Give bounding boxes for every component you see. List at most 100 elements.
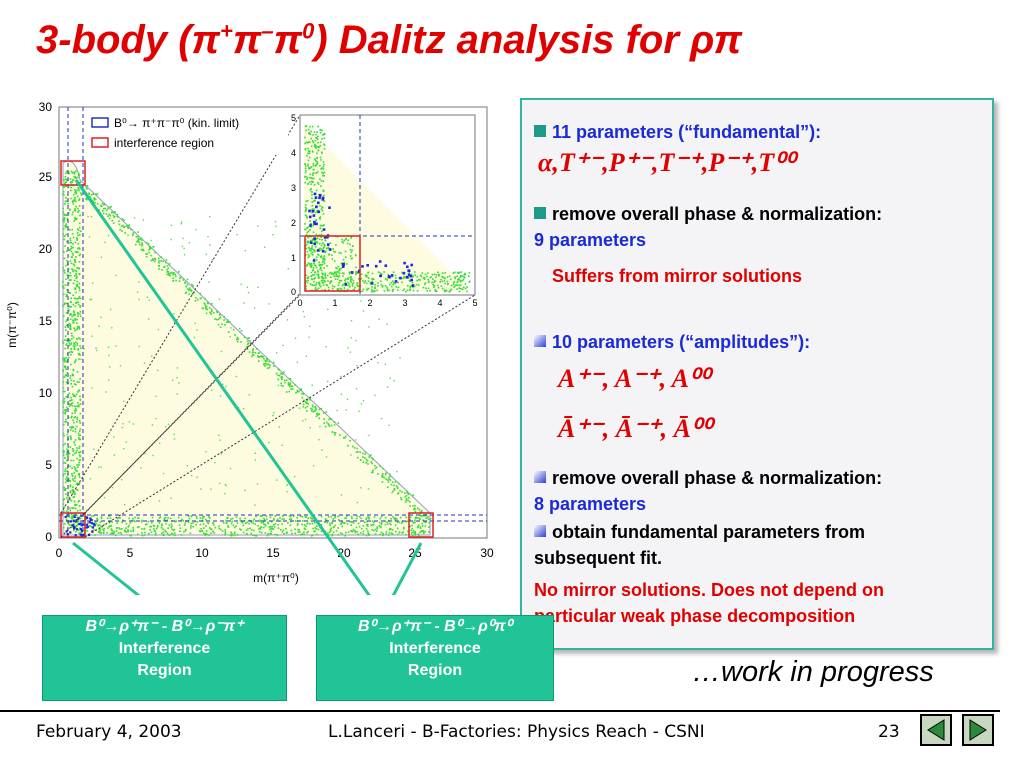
scatter-point xyxy=(73,515,76,518)
scatter-point xyxy=(416,290,419,292)
scatter-point xyxy=(286,319,289,321)
scatter-point xyxy=(323,163,325,166)
scatter-point xyxy=(146,253,148,255)
scatter-point xyxy=(148,299,150,301)
scatter-point xyxy=(72,203,75,205)
scatter-point xyxy=(79,297,82,300)
scatter-point xyxy=(305,287,307,290)
scatter-point xyxy=(78,500,80,502)
scatter-point xyxy=(193,291,196,294)
scatter-point xyxy=(356,447,358,450)
scatter-point xyxy=(295,520,297,522)
scatter-point xyxy=(188,289,190,292)
scatter-point xyxy=(77,228,79,230)
scatter-point xyxy=(63,238,66,241)
scatter-point xyxy=(139,238,142,240)
scatter-point xyxy=(314,277,316,279)
next-slide-button[interactable] xyxy=(962,714,994,746)
scatter-point xyxy=(386,288,389,290)
scatter-point xyxy=(304,176,306,178)
legend-swatch-blue xyxy=(91,117,109,128)
scatter-point xyxy=(172,529,175,532)
scatter-point xyxy=(412,505,414,507)
scatter-point xyxy=(321,196,325,200)
inset-x-tick: 5 xyxy=(472,298,477,308)
scatter-point xyxy=(306,217,308,219)
scatter-point xyxy=(281,376,283,378)
scatter-point xyxy=(286,531,288,534)
scatter-point xyxy=(137,231,139,233)
scatter-point xyxy=(113,212,115,214)
scatter-point xyxy=(313,131,316,133)
scatter-point xyxy=(309,181,311,183)
scatter-point xyxy=(446,276,449,278)
scatter-point xyxy=(305,243,308,246)
scatter-point xyxy=(304,228,307,231)
scatter-point xyxy=(424,273,427,276)
scatter-point xyxy=(299,389,301,391)
dalitz-plot: 30 25 20 15 10 5 0 0 5 10 15 20 25 30 m(… xyxy=(0,95,500,617)
scatter-point xyxy=(301,523,303,526)
scatter-point xyxy=(401,532,403,534)
zoom-line-4 xyxy=(84,294,476,538)
scatter-point xyxy=(155,418,157,420)
scatter-point xyxy=(188,515,190,517)
scatter-point xyxy=(63,498,65,500)
scatter-point xyxy=(323,521,326,524)
scatter-point xyxy=(310,250,312,252)
scatter-point xyxy=(78,445,81,448)
scatter-point xyxy=(408,271,410,274)
scatter-point xyxy=(369,281,372,284)
scatter-point xyxy=(308,141,311,143)
scatter-point xyxy=(62,390,64,393)
scatter-point xyxy=(150,525,152,528)
scatter-point xyxy=(183,524,186,526)
scatter-point xyxy=(334,278,337,280)
scatter-point xyxy=(310,166,313,168)
scatter-point xyxy=(443,277,445,279)
scatter-point xyxy=(312,254,314,256)
green-points xyxy=(62,170,432,537)
scatter-point xyxy=(91,335,93,337)
scatter-point xyxy=(323,236,327,239)
scatter-point xyxy=(250,529,253,531)
scatter-point xyxy=(73,171,75,173)
scatter-point xyxy=(78,451,80,454)
scatter-point xyxy=(355,517,358,520)
scatter-point xyxy=(313,242,317,246)
scatter-point xyxy=(294,384,296,386)
scatter-point xyxy=(370,288,373,291)
x-tick-label: 5 xyxy=(127,546,134,560)
scatter-point xyxy=(372,458,374,461)
scatter-point xyxy=(349,255,352,257)
scatter-point xyxy=(370,524,372,527)
scatter-point xyxy=(293,475,296,478)
scatter-point xyxy=(323,418,325,420)
scatter-point xyxy=(297,531,300,533)
scatter-point xyxy=(445,290,448,292)
scatter-point xyxy=(190,525,192,527)
scatter-point xyxy=(306,227,308,229)
scatter-point xyxy=(72,179,75,181)
scatter-point xyxy=(371,471,373,474)
scatter-point xyxy=(229,321,231,323)
scatter-point xyxy=(331,533,334,536)
scatter-point xyxy=(118,223,121,226)
scatter-point xyxy=(194,322,196,324)
scatter-point xyxy=(357,451,359,453)
prev-slide-button[interactable] xyxy=(920,714,952,746)
scatter-point xyxy=(414,531,417,533)
scatter-point xyxy=(85,518,87,521)
scatter-point xyxy=(174,273,177,276)
scatter-point xyxy=(312,267,315,269)
scatter-point xyxy=(145,523,147,526)
scatter-point xyxy=(64,225,66,227)
scatter-point xyxy=(390,528,392,530)
scatter-point xyxy=(76,283,78,286)
scatter-point xyxy=(116,517,119,520)
scatter-point xyxy=(62,285,64,287)
scatter-point xyxy=(190,527,192,529)
scatter-point xyxy=(317,146,320,148)
scatter-point xyxy=(65,329,67,331)
scatter-point xyxy=(313,168,315,171)
